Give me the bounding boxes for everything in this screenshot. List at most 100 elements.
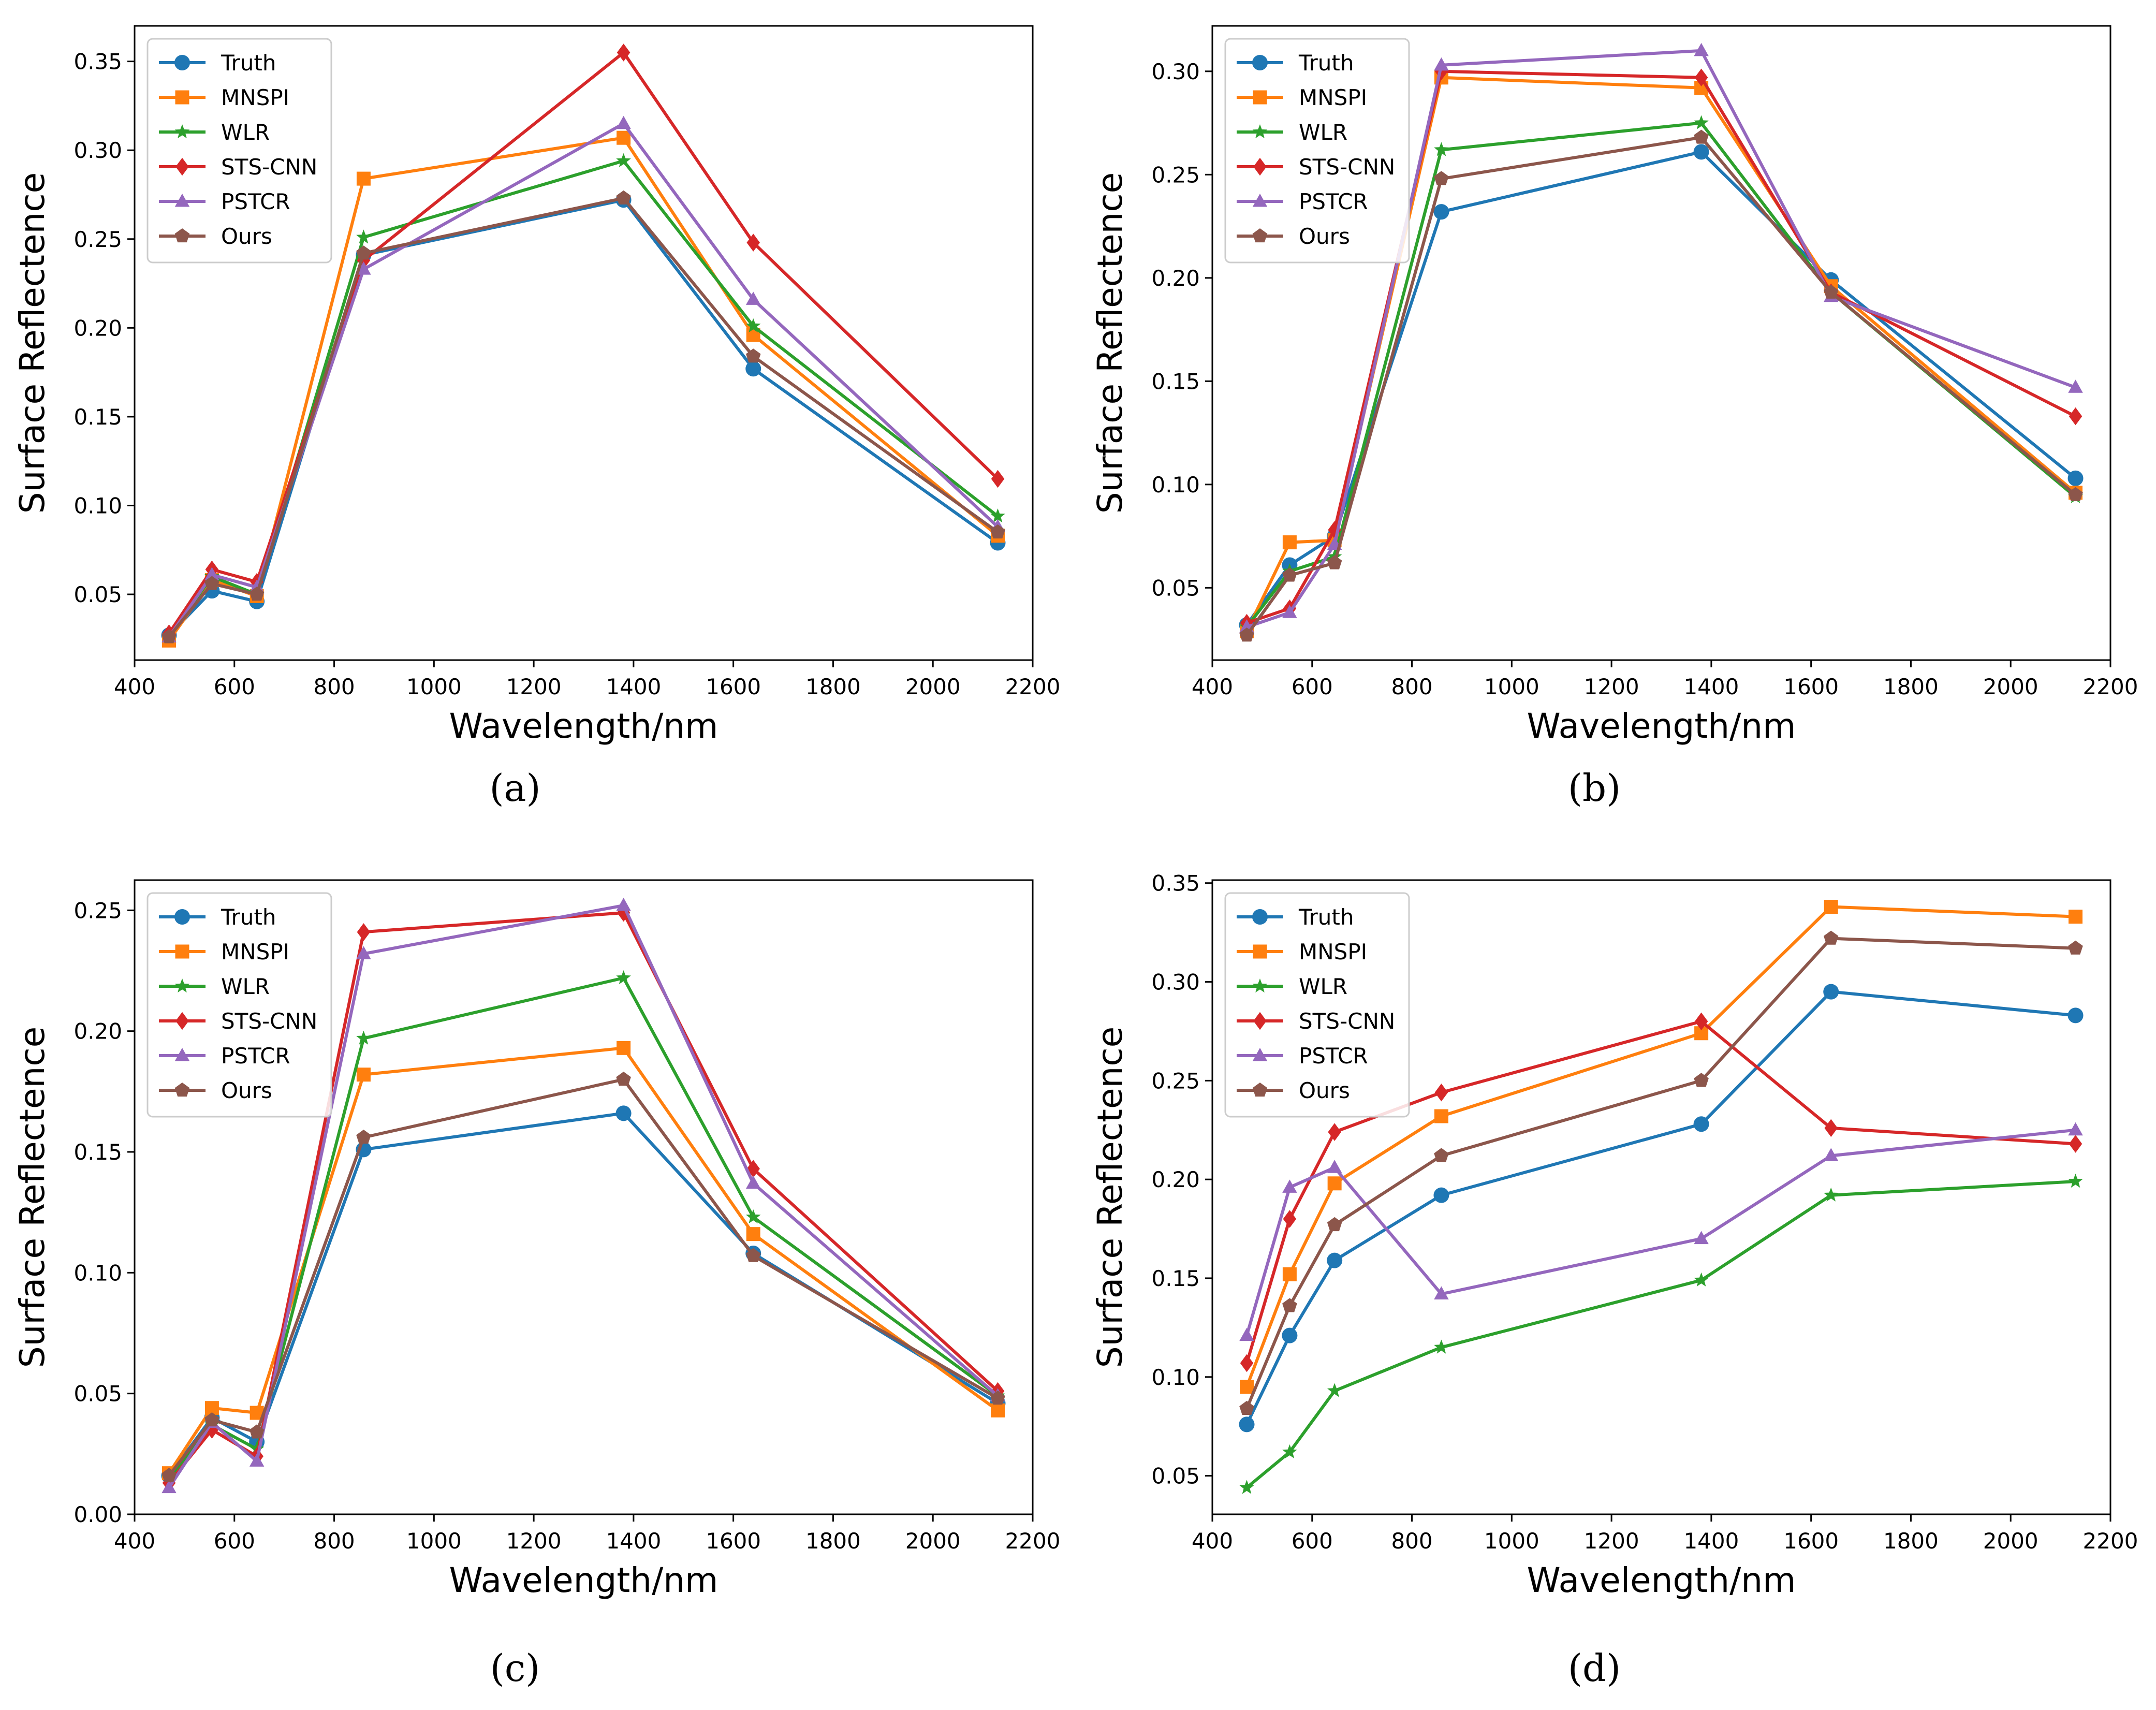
x-tick-label: 1000 [406,1528,462,1554]
y-tick-label: 0.25 [74,898,122,923]
data-point [356,171,371,186]
legend-label: STS-CNN [1299,1009,1395,1034]
data-point [745,291,761,305]
data-point [745,1175,761,1189]
x-tick-label: 400 [114,674,155,699]
x-tick-label: 1000 [406,674,462,699]
data-point [2068,1174,2083,1188]
legend-marker [174,124,190,139]
data-point [356,245,371,260]
x-tick-label: 1400 [606,1528,661,1554]
y-tick-label: 0.35 [1151,871,1200,896]
data-point [162,1480,177,1494]
data-point [1824,900,1838,914]
x-tick-label: 2000 [905,674,961,699]
data-point [1327,555,1342,569]
data-point [356,229,371,244]
y-tick-label: 0.00 [74,1502,122,1527]
data-point [617,130,631,145]
x-tick-label: 600 [214,674,255,699]
data-point [1282,1298,1297,1312]
legend-marker [1252,194,1268,207]
x-tick-label: 2000 [1983,1528,2038,1554]
legend-box [146,38,332,264]
y-tick-label: 0.05 [74,582,122,607]
caption-c: (c) [490,1646,540,1690]
x-tick-label: 1600 [1783,674,1839,699]
data-point [1694,1073,1709,1087]
legend-marker [1253,157,1267,176]
legend-marker [174,55,190,70]
data-point [1328,1123,1341,1141]
data-point [1327,1176,1342,1191]
x-tick-label: 600 [214,1528,255,1554]
data-point [1327,1252,1343,1268]
legend-label: Ours [221,1078,272,1103]
x-tick-label: 2200 [2083,1528,2138,1554]
data-point [2068,1122,2083,1136]
x-tick-label: 1400 [1683,674,1739,699]
y-tick-label: 0.35 [74,49,122,75]
y-tick-label: 0.20 [1151,1167,1200,1192]
series-mnspi [162,1041,1005,1481]
y-tick-label: 0.05 [1151,575,1200,601]
data-point [1240,1354,1254,1372]
legend-label: PSTCR [221,189,290,214]
data-point [204,576,219,590]
legend-label: MNSPI [1299,85,1367,110]
legend-marker [174,228,190,243]
data-point [1693,1116,1709,1132]
y-tick-label: 0.10 [74,1260,122,1285]
x-tick-label: 800 [1391,674,1432,699]
data-point [616,1072,631,1086]
plot-frame [134,25,1034,661]
legend-label: STS-CNN [221,154,317,180]
legend-label: Ours [1299,224,1350,249]
x-tick-label: 1800 [805,1528,861,1554]
legend-label: Ours [221,224,272,249]
plot-frame [134,879,1034,1515]
legend-marker [1252,1048,1268,1061]
series-sts-cnn [1240,1012,2082,1372]
data-point [1694,129,1709,144]
data-point [204,567,219,580]
y-tick-label: 0.20 [74,315,122,341]
x-tick-label: 1200 [1584,1528,1639,1554]
y-tick-label: 0.25 [74,227,122,252]
x-tick-label: 1400 [606,674,661,699]
x-tick-label: 2000 [1983,674,2038,699]
series-wlr [1239,1174,2083,1494]
legend-marker [1252,228,1268,243]
series-ours [162,190,1005,644]
data-point [1282,535,1297,550]
legend-marker [1252,124,1268,139]
data-point [1434,57,1449,71]
y-tick-label: 0.25 [1151,1068,1200,1093]
data-point [1823,1148,1839,1161]
x-tick-label: 800 [313,1528,355,1554]
legend-marker [175,944,189,959]
data-point [1327,1160,1342,1173]
y-tick-label: 0.20 [1151,266,1200,291]
x-axis-label: Wavelength/nm [1527,1560,1796,1600]
legend: Truth MNSPI WLR STS-CNN PSTCR Ours [1224,892,1410,1118]
legend: Truth MNSPI WLR STS-CNN PSTCR Ours [146,38,332,264]
data-point [616,970,631,985]
x-axis-label: Wavelength/nm [449,1560,718,1600]
data-point [616,898,631,911]
y-tick-label: 0.30 [1151,59,1200,84]
y-tick-label: 0.10 [1151,472,1200,498]
y-axis-label: Surface Reflectence [12,1027,52,1368]
y-tick-label: 0.10 [1151,1365,1200,1390]
data-point [1434,171,1449,185]
data-point [1434,142,1449,156]
caption-a: (a) [489,766,541,810]
data-point [1694,1012,1708,1031]
data-point [1694,68,1708,87]
legend-marker [174,1083,190,1097]
caption-d: (d) [1567,1646,1621,1690]
data-point [616,115,631,129]
data-point [1694,1272,1709,1287]
data-point [1694,115,1709,129]
